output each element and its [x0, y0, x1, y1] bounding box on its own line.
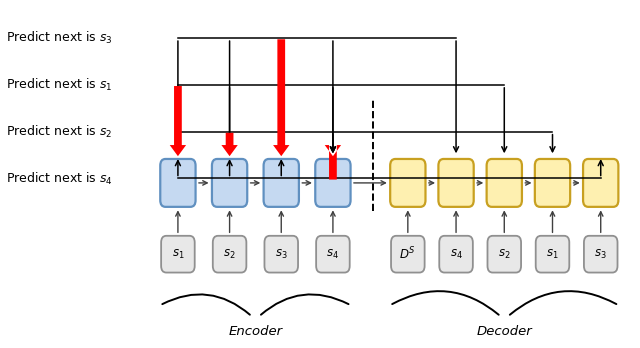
Text: $s_1$: $s_1$: [546, 248, 559, 261]
Text: Predict next is $s_1$: Predict next is $s_1$: [6, 77, 112, 93]
Polygon shape: [273, 39, 289, 156]
FancyBboxPatch shape: [439, 236, 473, 272]
Text: $D^S$: $D^S$: [399, 246, 416, 262]
FancyBboxPatch shape: [160, 159, 196, 207]
Text: $s_1$: $s_1$: [172, 248, 184, 261]
Text: Decoder: Decoder: [476, 325, 532, 339]
FancyBboxPatch shape: [316, 159, 351, 207]
Polygon shape: [221, 133, 238, 156]
FancyBboxPatch shape: [583, 159, 618, 207]
FancyBboxPatch shape: [264, 236, 298, 272]
FancyBboxPatch shape: [391, 236, 424, 272]
FancyBboxPatch shape: [584, 236, 618, 272]
FancyBboxPatch shape: [316, 236, 349, 272]
FancyBboxPatch shape: [212, 236, 246, 272]
FancyBboxPatch shape: [438, 159, 474, 207]
FancyBboxPatch shape: [161, 236, 195, 272]
Text: Predict next is $s_2$: Predict next is $s_2$: [6, 124, 112, 140]
Text: Encoder: Encoder: [228, 325, 282, 339]
Text: $s_2$: $s_2$: [223, 248, 236, 261]
FancyBboxPatch shape: [536, 236, 570, 272]
Text: Predict next is $s_4$: Predict next is $s_4$: [6, 171, 113, 187]
FancyBboxPatch shape: [535, 159, 570, 207]
FancyBboxPatch shape: [264, 159, 299, 207]
Text: $s_3$: $s_3$: [275, 248, 287, 261]
FancyBboxPatch shape: [212, 159, 247, 207]
Polygon shape: [170, 86, 186, 156]
Text: $s_3$: $s_3$: [595, 248, 607, 261]
FancyBboxPatch shape: [486, 159, 522, 207]
Text: $s_4$: $s_4$: [326, 248, 339, 261]
Polygon shape: [324, 145, 341, 180]
Text: Predict next is $s_3$: Predict next is $s_3$: [6, 30, 113, 46]
FancyBboxPatch shape: [488, 236, 521, 272]
Text: $s_4$: $s_4$: [450, 248, 463, 261]
FancyBboxPatch shape: [390, 159, 426, 207]
Text: $s_2$: $s_2$: [498, 248, 511, 261]
